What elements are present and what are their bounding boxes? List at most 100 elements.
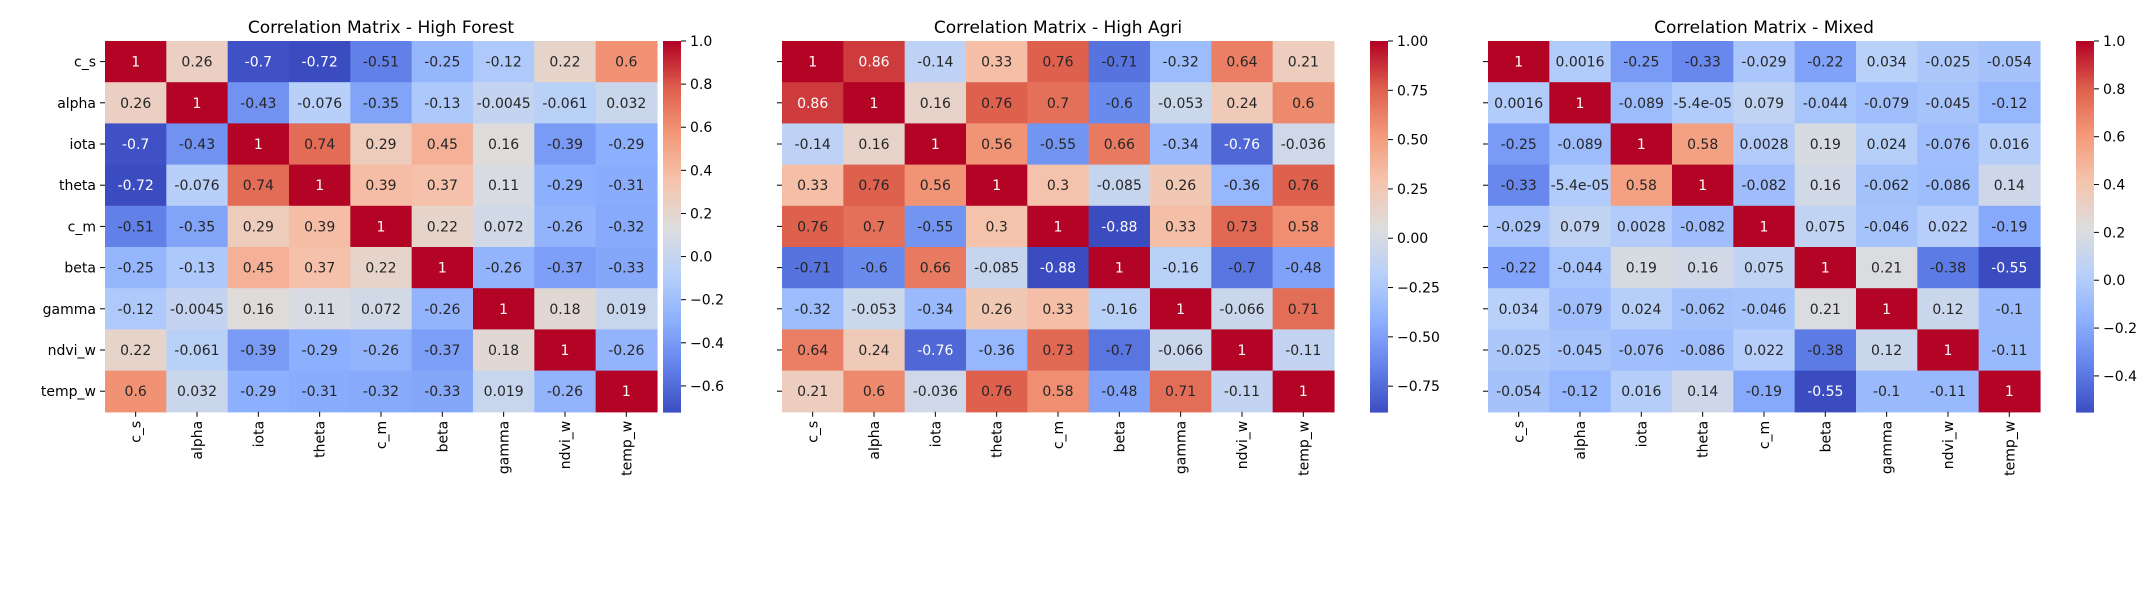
heatmap-cell [595, 329, 658, 372]
colorbar-segment [2076, 210, 2094, 215]
colorbar-segment [2076, 362, 2094, 367]
colorbar-segment [2076, 170, 2094, 175]
heatmap-cell [534, 370, 597, 413]
heatmap-cell [288, 288, 351, 330]
cell-label: -0.37 [547, 261, 583, 277]
cell-label: 0.16 [243, 302, 274, 318]
colorbar-segment [1370, 133, 1388, 138]
colorbar-segment [1370, 68, 1388, 73]
cell-label: -0.36 [1224, 178, 1260, 194]
heatmap-cell [1610, 41, 1673, 83]
colorbar-segment [1370, 291, 1388, 296]
heatmap-cell [904, 82, 967, 124]
cell-label: -0.29 [608, 137, 644, 153]
heatmap-cell [1671, 41, 1734, 83]
cell-label: -0.082 [1741, 178, 1786, 194]
heatmap-cell [411, 41, 474, 83]
colorbar-segment [663, 189, 681, 194]
heatmap-cell [1978, 370, 2041, 413]
y-tick-label: temp_w [41, 384, 96, 400]
heatmap-cell [1088, 41, 1151, 83]
colorbar-segment [663, 96, 681, 101]
cell-label: -0.053 [851, 302, 896, 318]
heatmap-cell [782, 123, 844, 166]
heatmap-cell [1917, 205, 1980, 248]
colorbar-segment [2076, 90, 2094, 95]
colorbar-segment [1370, 102, 1388, 107]
cell-label: -0.43 [240, 96, 276, 112]
colorbar-segment [2076, 87, 2094, 92]
cell-label: -0.029 [1496, 219, 1541, 235]
cell-label: 0.16 [920, 96, 951, 112]
cell-label: -0.88 [1101, 219, 1137, 235]
cell-label: -0.066 [1219, 302, 1264, 318]
colorbar-segment [2076, 186, 2094, 191]
heatmap-cell [1855, 205, 1918, 248]
colorbar-segment [2076, 241, 2094, 246]
colorbar-segment [663, 350, 681, 354]
heatmap-cell [472, 123, 535, 166]
cell-label: -5.4e-05 [1551, 178, 1610, 194]
cell-label: -0.29 [547, 178, 583, 194]
chart-title: Correlation Matrix - Mixed [1654, 18, 1874, 38]
colorbar-segment [2076, 263, 2094, 268]
colorbar-segment [663, 47, 681, 52]
colorbar-segment [2076, 306, 2094, 311]
heatmap-cell [166, 123, 229, 166]
heatmap-cell [904, 247, 967, 289]
colorbar-segment [663, 312, 681, 317]
heatmap-cell [288, 41, 351, 83]
colorbar-segment [663, 269, 681, 274]
colorbar-segment [1370, 260, 1388, 265]
colorbar-segment [663, 158, 681, 163]
heatmap-cell [1671, 288, 1734, 330]
colorbar-segment [663, 130, 681, 135]
colorbar-segment [663, 115, 681, 120]
cell-label: 0.032 [606, 96, 646, 112]
cell-label: -5.4e-05 [1673, 96, 1732, 112]
cell-label: 0.58 [1626, 178, 1657, 194]
colorbar-segment [2076, 260, 2094, 265]
x-tick-label: c_m [374, 421, 390, 449]
heatmap-cell [1610, 82, 1673, 124]
colorbar-segment [2076, 282, 2094, 286]
colorbar-segment [663, 139, 681, 144]
heatmap-cell [1794, 288, 1857, 330]
heatmap-cell [1671, 82, 1734, 124]
colorbar-segment [2076, 207, 2094, 212]
colorbar-segment [1370, 353, 1388, 357]
heatmap-cell [105, 247, 167, 289]
colorbar-segment [2076, 155, 2094, 160]
colorbar-segment [2076, 127, 2094, 132]
heatmap-cell [595, 41, 658, 83]
colorbar-segment [663, 84, 681, 89]
heatmap-cell [534, 247, 597, 289]
heatmap-cell [227, 247, 290, 289]
colorbar-segment [1370, 90, 1388, 95]
colorbar-segment [1370, 53, 1388, 58]
colorbar-segment [2076, 356, 2094, 361]
x-tick-label: theta [1696, 421, 1712, 458]
cell-label: -0.11 [1285, 343, 1321, 359]
colorbar-segment [2076, 272, 2094, 277]
heatmap-cell [843, 288, 906, 330]
heatmap-cell [350, 370, 413, 413]
colorbar-segment [2076, 53, 2094, 58]
cell-label: -0.55 [1807, 384, 1843, 400]
colorbar-segment [2076, 195, 2094, 200]
cell-label: 0.12 [1871, 343, 1902, 359]
cell-label: 1 [992, 178, 1001, 194]
heatmap-cell [1794, 205, 1857, 248]
colorbar-segment [2076, 139, 2094, 144]
colorbar-segment [2076, 217, 2094, 222]
heatmap-cell [1733, 370, 1796, 413]
heatmap-cell [1488, 205, 1550, 248]
colorbar-segment [663, 300, 681, 305]
heatmap-cell [1855, 370, 1918, 413]
cell-label: 1 [1176, 302, 1185, 318]
colorbar-segment [2076, 84, 2094, 89]
heatmap-cell [1149, 288, 1212, 330]
heatmap-cell [1272, 370, 1335, 413]
colorbar-segment [663, 220, 681, 225]
heatmap-cell [1794, 164, 1857, 207]
